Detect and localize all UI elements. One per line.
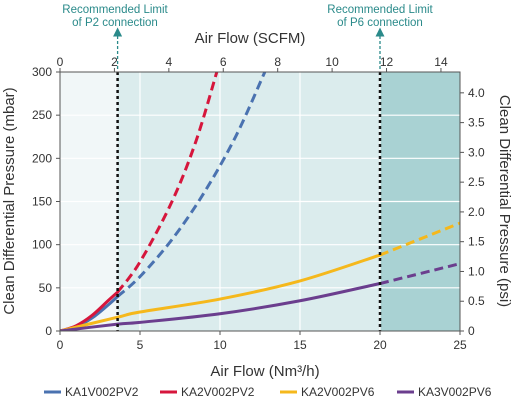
y-left-tick-label: 250 bbox=[32, 108, 52, 122]
y-right-tick-label: 2.0 bbox=[468, 205, 485, 219]
x-bottom-tick-label: 25 bbox=[453, 338, 467, 352]
legend-label-ka3v002pv6: KA3V002PV6 bbox=[418, 385, 492, 399]
x-bottom-axis-title: Air Flow (Nm³/h) bbox=[210, 363, 319, 380]
x-top-tick-label: 14 bbox=[434, 55, 448, 69]
limit-p2-label-line1: Recommended Limit bbox=[62, 4, 168, 16]
limit-annotation-p6: Recommended Limit of P6 connection bbox=[327, 4, 433, 29]
y-right-tick-label: 1.0 bbox=[468, 264, 485, 278]
series-line-ka3v002pv6-dashed bbox=[379, 262, 460, 285]
series-line-ka2v002pv2-dashed bbox=[116, 72, 219, 294]
x-top-axis-title: Air Flow (SCFM) bbox=[195, 30, 306, 47]
limit-lines-group bbox=[113, 27, 385, 331]
x-bottom-tick-label: 15 bbox=[293, 338, 307, 352]
grid-lines bbox=[60, 72, 460, 331]
y-right-tick-label: 2.5 bbox=[468, 175, 485, 189]
legend-label-ka2v002pv6: KA2V002PV6 bbox=[301, 385, 375, 399]
series-line-ka2v002pv6-dashed bbox=[379, 221, 460, 257]
y-right-tick-label: 3.0 bbox=[468, 145, 485, 159]
y-right-tick-label: 3.5 bbox=[468, 116, 485, 130]
y-right-tick-label: 0.5 bbox=[468, 294, 485, 308]
series-line-ka1v002pv2-dashed bbox=[116, 72, 267, 298]
x-top-tick-label: 10 bbox=[325, 55, 339, 69]
y-left-axis-title: Clean Differential Pressure (mbar) bbox=[1, 87, 18, 314]
limit-annotation-p2: Recommended Limit of P2 connection bbox=[62, 4, 168, 29]
limit-p2-label-line2: of P2 connection bbox=[72, 17, 158, 29]
x-bottom-tick-label: 10 bbox=[213, 338, 227, 352]
series-line-ka2v002pv6-solid bbox=[60, 253, 382, 331]
tick-labels-group: 0 5 10 15 20 250 2 4 6 8 10 12 140501001502002503000… bbox=[32, 55, 485, 352]
x-top-tick-label: 12 bbox=[380, 55, 394, 69]
y-left-tick-label: 100 bbox=[32, 238, 52, 252]
limit-p6-label-line2: of P6 connection bbox=[337, 17, 423, 29]
y-right-tick-label: 4.0 bbox=[468, 86, 485, 100]
y-left-tick-label: 0 bbox=[45, 324, 52, 338]
x-top-tick-label: 6 bbox=[220, 55, 227, 69]
y-left-tick-label: 150 bbox=[32, 195, 52, 209]
x-top-tick-label: 2 bbox=[111, 55, 118, 69]
x-top-tick-label: 0 bbox=[57, 55, 64, 69]
limit-p6-label-line1: Recommended Limit bbox=[327, 4, 433, 16]
x-bottom-tick-label: 0 bbox=[57, 338, 64, 352]
x-bottom-tick-label: 20 bbox=[373, 338, 387, 352]
x-top-tick-label: 8 bbox=[274, 55, 281, 69]
y-left-tick-label: 200 bbox=[32, 151, 52, 165]
y-right-tick-label: 1.5 bbox=[468, 235, 485, 249]
x-top-tick-label: 4 bbox=[165, 55, 172, 69]
y-left-tick-label: 50 bbox=[39, 281, 53, 295]
y-right-axis-title: Clean Differential Pressure (psi) bbox=[496, 95, 513, 307]
legend-label-ka1v002pv2: KA1V002PV2 bbox=[65, 385, 139, 399]
legend-label-ka2v002pv2: KA2V002PV2 bbox=[181, 385, 255, 399]
y-left-tick-label: 300 bbox=[32, 65, 52, 79]
y-right-tick-label: 0 bbox=[468, 324, 475, 338]
x-bottom-tick-label: 5 bbox=[137, 338, 144, 352]
legend: KA1V002PV2 KA2V002PV2 KA2V002PV6 KA3V002PV6 bbox=[44, 385, 492, 399]
